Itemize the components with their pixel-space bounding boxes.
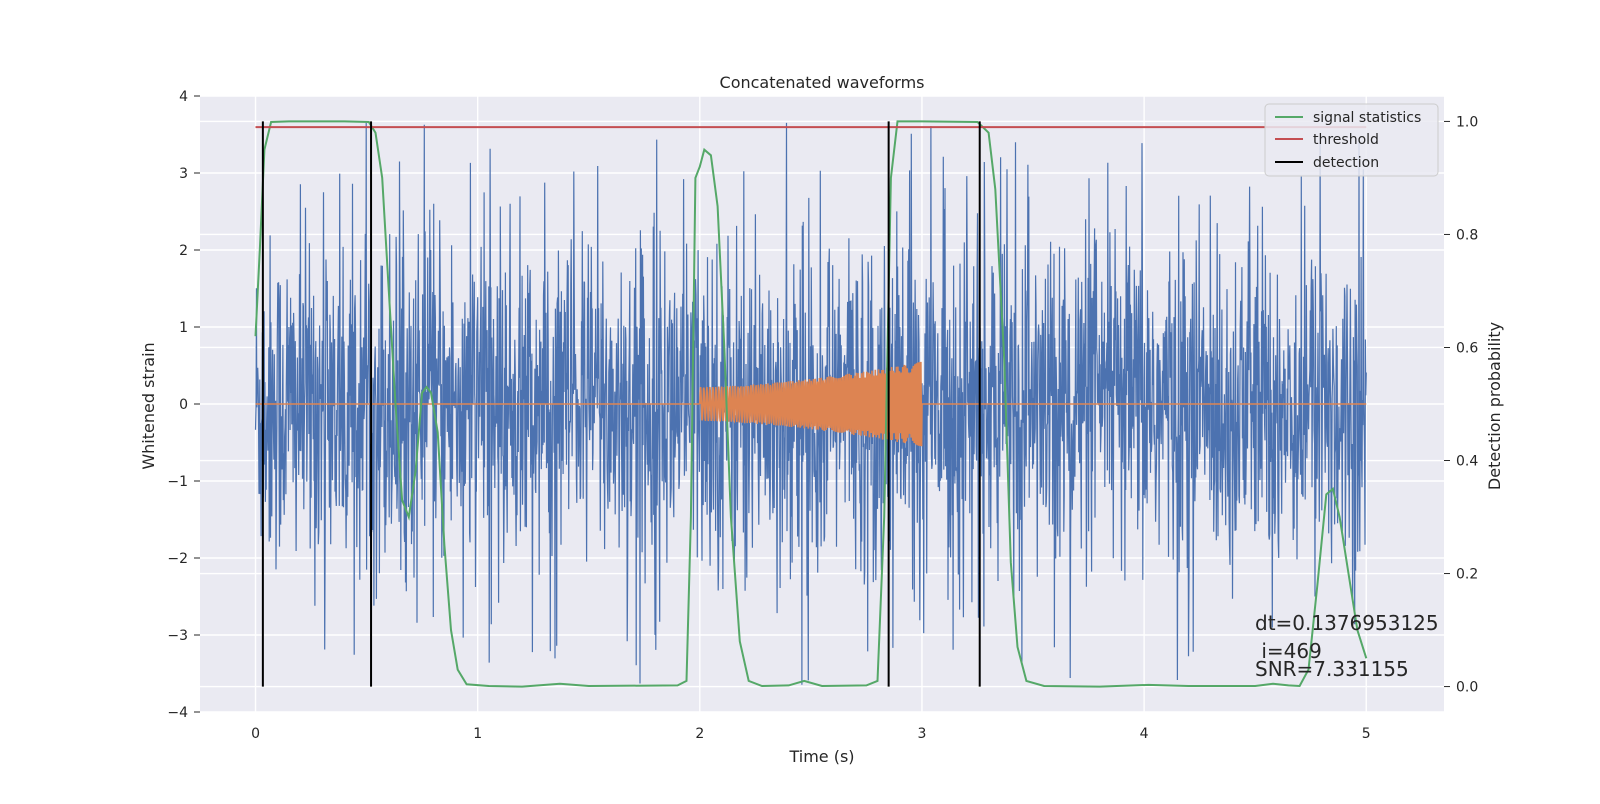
y-tick-label-right: 0.8 (1456, 227, 1478, 243)
y-tick-label: 4 (179, 89, 188, 105)
x-tick-label: 4 (1140, 726, 1149, 742)
signal-statistics-line (254, 120, 1368, 688)
y-tick-label: −3 (167, 628, 188, 644)
y-tick-label: −2 (167, 551, 188, 567)
x-tick-label: 2 (695, 726, 704, 742)
y-tick-label: −4 (167, 705, 188, 721)
legend-label-detection: detection (1313, 155, 1379, 171)
x-tick-label: 5 (1362, 726, 1371, 742)
waveform-series (255, 361, 1367, 447)
x-tick-label: 3 (918, 726, 927, 742)
legend: signal statistics threshold detection (1264, 103, 1439, 177)
x-axis-label: Time (s) (788, 747, 854, 766)
legend-label-signal-statistics: signal statistics (1313, 110, 1421, 126)
y-ticks-right: 0.0 0.2 0.4 0.6 0.8 1.0 (1444, 114, 1478, 696)
y-tick-label: 3 (179, 166, 188, 182)
x-tick-label: 0 (251, 726, 260, 742)
y-tick-label: 2 (179, 243, 188, 259)
probability-series (254, 120, 1368, 688)
annotation-dt: dt=0.1376953125 (1255, 611, 1439, 635)
y-tick-label: −1 (167, 474, 188, 490)
y-tick-label-right: 0.4 (1456, 454, 1478, 470)
legend-box (1264, 103, 1439, 177)
y-tick-label-right: 0.6 (1456, 340, 1478, 356)
y-axis-label-right: Detection probability (1485, 322, 1504, 490)
y-tick-label: 1 (179, 320, 188, 336)
y-tick-label-right: 0.2 (1456, 567, 1478, 583)
y-tick-label: 0 (179, 397, 188, 413)
y-ticks: −4 −3 −2 −1 0 1 2 3 4 (167, 89, 200, 721)
waveform-line (255, 361, 1367, 447)
x-ticks: 0 1 2 3 4 5 (251, 726, 1371, 742)
annotation-index: i=469 (1255, 639, 1322, 663)
annotation-snr: SNR=7.331155 (1255, 657, 1409, 681)
x-tick-label: 1 (473, 726, 482, 742)
y-axis-label: Whitened strain (139, 342, 158, 469)
y-tick-label-right: 1.0 (1456, 114, 1478, 130)
y-tick-label-right: 0.0 (1456, 680, 1478, 696)
legend-label-threshold: threshold (1313, 132, 1379, 148)
chart-title: Concatenated waveforms (720, 73, 925, 92)
